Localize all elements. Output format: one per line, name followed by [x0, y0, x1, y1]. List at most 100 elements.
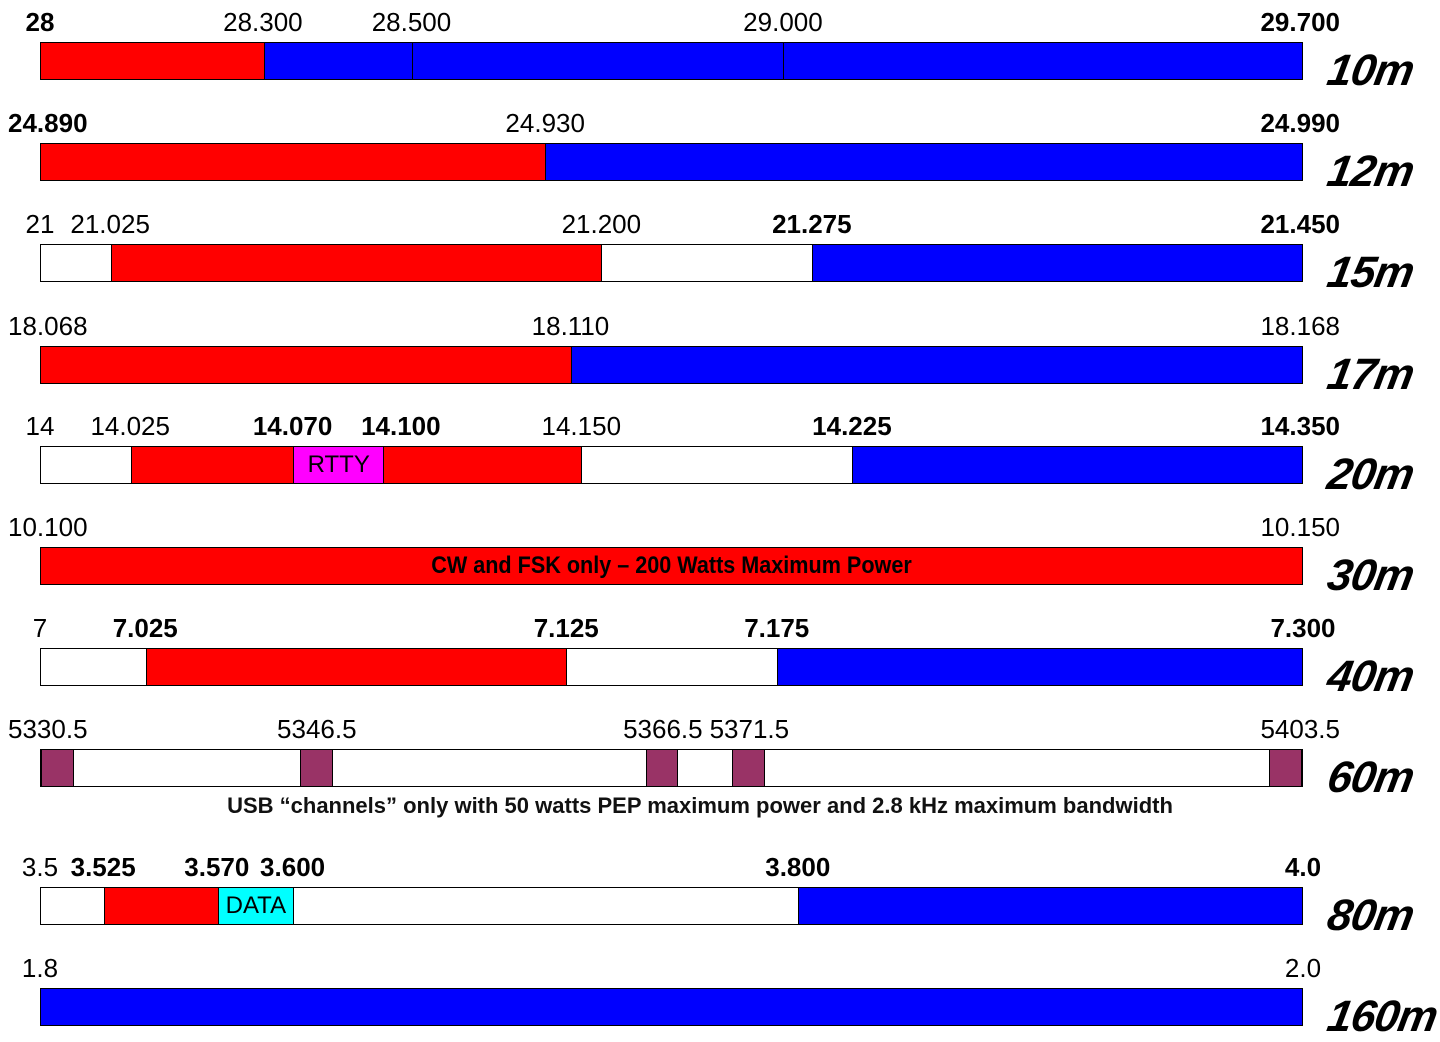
- freq-label-20m-1: 14.025: [90, 411, 170, 441]
- band-name-160m: 160m: [1323, 992, 1440, 1041]
- band-bar-15m: [40, 244, 1303, 282]
- freq-label-10m-1: 28.300: [223, 7, 303, 37]
- freq-label-40m-4: 7.300: [1270, 613, 1336, 643]
- freq-label-17m-0: 18.068: [8, 311, 88, 341]
- segment-160m-0: [41, 989, 1302, 1025]
- freq-label-30m-0: 10.100: [8, 512, 88, 542]
- segment-80m-1: [104, 888, 218, 924]
- freq-label-60m-4: 5403.5: [1260, 714, 1340, 744]
- segment-17m-1: [570, 347, 1302, 383]
- segment-60m-1: [300, 750, 333, 786]
- band-bar-80m: DATA: [40, 887, 1303, 925]
- freq-label-17m-2: 18.168: [1260, 311, 1340, 341]
- freq-label-40m-1: 7.025: [112, 613, 178, 643]
- segment-20m-0: [41, 447, 132, 483]
- segment-80m-4: [797, 888, 1302, 924]
- segment-20m-2: RTTY: [293, 447, 384, 483]
- freq-label-80m-5: 4.0: [1284, 852, 1322, 882]
- freq-label-20m-2: 14.070: [252, 411, 333, 441]
- freq-label-160m-0: 1.8: [21, 953, 59, 983]
- segment-60m-2: [645, 750, 679, 786]
- segment-label-80m: DATA: [225, 892, 287, 919]
- freq-label-80m-2: 3.570: [184, 852, 250, 882]
- freq-label-80m-4: 3.800: [765, 852, 831, 882]
- segment-40m-1: [146, 649, 567, 685]
- band-bar-17m: [40, 346, 1303, 384]
- freq-label-12m-0: 24.890: [8, 108, 88, 138]
- segment-20m-3: [383, 447, 582, 483]
- freq-label-10m-2: 28.500: [371, 7, 452, 37]
- segment-40m-2: [566, 649, 777, 685]
- band-bar-160m: [40, 988, 1303, 1026]
- segment-label-30m: CW and FSK only – 200 Watts Maximum Powe…: [431, 552, 912, 579]
- segment-20m-4: [581, 447, 852, 483]
- segment-80m-0: [41, 888, 105, 924]
- freq-label-20m-6: 14.350: [1260, 411, 1340, 441]
- freq-label-12m-2: 24.990: [1260, 108, 1340, 138]
- segment-30m-0: CW and FSK only – 200 Watts Maximum Powe…: [41, 548, 1302, 584]
- freq-label-15m-3: 21.275: [772, 209, 852, 239]
- segment-17m-0: [41, 347, 571, 383]
- freq-label-17m-1: 18.110: [531, 311, 610, 341]
- freq-label-12m-1: 24.930: [505, 108, 585, 138]
- freq-label-15m-1: 21.025: [70, 209, 150, 239]
- segment-20m-5: [851, 447, 1302, 483]
- band-name-12m: 12m: [1323, 147, 1418, 196]
- band-bar-30m: CW and FSK only – 200 Watts Maximum Powe…: [40, 547, 1303, 585]
- freq-label-40m-2: 7.125: [533, 613, 599, 643]
- band-bar-40m: [40, 648, 1303, 686]
- freq-label-80m-1: 3.525: [70, 852, 136, 882]
- band-name-60m: 60m: [1323, 753, 1418, 802]
- segment-10m-3: [782, 43, 1302, 79]
- freq-label-10m-3: 29.000: [743, 7, 823, 37]
- freq-label-60m-3: 5371.5: [709, 714, 790, 744]
- segment-12m-1: [545, 144, 1302, 180]
- freq-label-60m-1: 5346.5: [277, 714, 357, 744]
- freq-label-40m-3: 7.175: [744, 613, 810, 643]
- band-bar-60m: [40, 749, 1303, 787]
- freq-label-10m-0: 28: [25, 7, 55, 37]
- band-bar-20m: RTTY: [40, 446, 1303, 484]
- freq-label-15m-2: 21.200: [561, 209, 642, 239]
- freq-label-60m-0: 5330.5: [8, 714, 88, 744]
- band-name-15m: 15m: [1323, 248, 1418, 297]
- segment-40m-3: [776, 649, 1302, 685]
- segment-15m-2: [601, 245, 812, 281]
- freq-label-160m-1: 2.0: [1284, 953, 1322, 983]
- segment-40m-0: [41, 649, 147, 685]
- band-bar-12m: [40, 143, 1303, 181]
- freq-label-20m-3: 14.100: [361, 411, 441, 441]
- segment-15m-0: [41, 245, 112, 281]
- band-name-40m: 40m: [1323, 652, 1418, 701]
- freq-label-30m-1: 10.150: [1260, 512, 1340, 542]
- freq-label-60m-2: 5366.5: [623, 714, 703, 744]
- band-name-80m: 80m: [1323, 891, 1418, 940]
- freq-label-80m-3: 3.600: [260, 852, 326, 882]
- freq-label-40m-0: 7: [32, 613, 48, 643]
- band-note-60m: USB “channels” only with 50 watts PEP ma…: [227, 793, 1173, 818]
- freq-label-20m-5: 14.225: [812, 411, 892, 441]
- segment-60m-3: [731, 750, 765, 786]
- segment-15m-1: [111, 245, 602, 281]
- band-bar-10m: [40, 42, 1303, 80]
- segment-60m-4: [1269, 750, 1302, 786]
- band-name-30m: 30m: [1323, 551, 1418, 600]
- freq-label-15m-0: 21: [25, 209, 55, 239]
- segment-10m-1: [263, 43, 412, 79]
- freq-label-80m-0: 3.5: [21, 852, 59, 882]
- segment-label-20m: RTTY: [307, 451, 370, 478]
- band-name-10m: 10m: [1323, 46, 1418, 95]
- segment-80m-3: [293, 888, 798, 924]
- segment-12m-0: [41, 144, 546, 180]
- band-name-17m: 17m: [1323, 350, 1418, 399]
- segment-15m-3: [811, 245, 1302, 281]
- segment-80m-2: DATA: [217, 888, 294, 924]
- segment-10m-0: [41, 43, 264, 79]
- band-name-20m: 20m: [1323, 450, 1418, 499]
- segment-10m-2: [411, 43, 783, 79]
- segment-20m-1: [131, 447, 294, 483]
- freq-label-20m-4: 14.150: [541, 411, 622, 441]
- freq-label-15m-4: 21.450: [1260, 209, 1340, 239]
- freq-label-20m-0: 14: [25, 411, 55, 441]
